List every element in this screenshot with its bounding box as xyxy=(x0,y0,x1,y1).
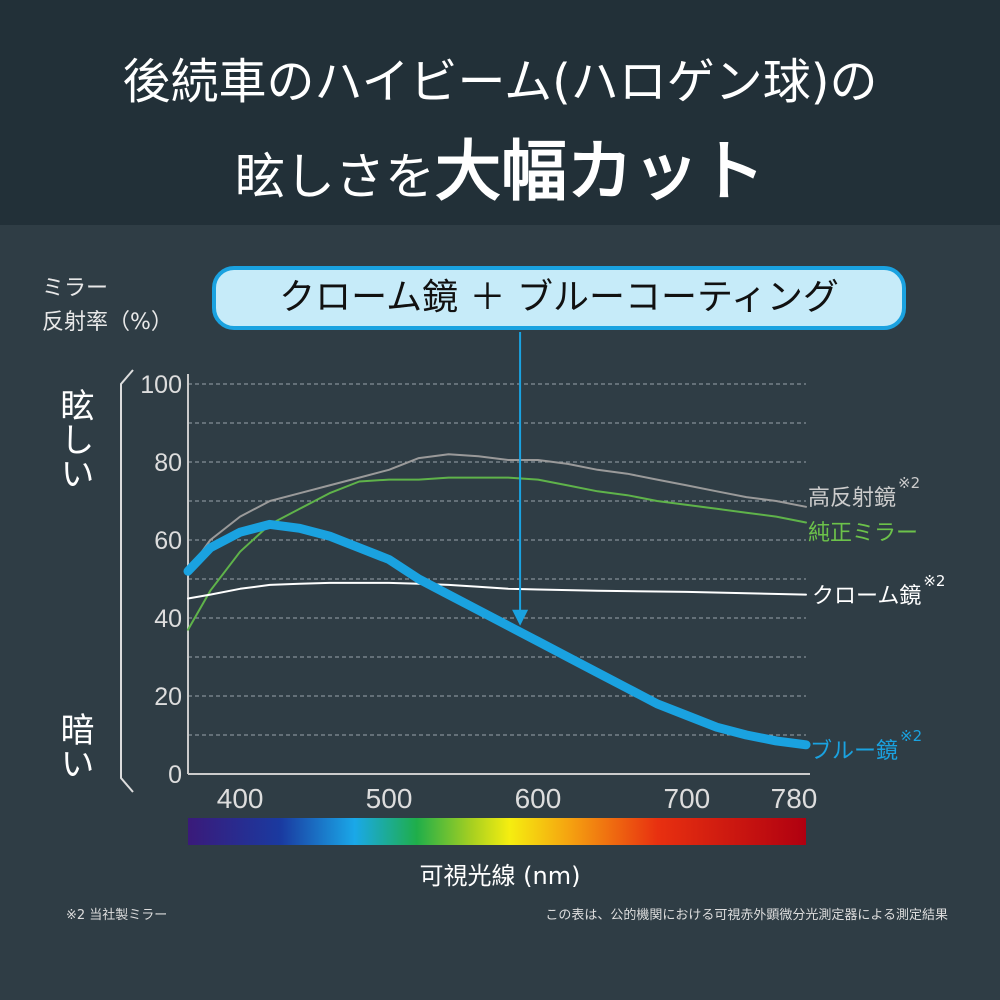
headline-emphasis: 大幅カット xyxy=(435,133,765,210)
headline-line1: 後続車のハイビーム(ハロゲン球)の xyxy=(122,54,878,110)
series-line-blue xyxy=(183,519,811,750)
y-axis-title-line2: 反射率（%） xyxy=(42,310,173,335)
label-blue: ブルー鏡※2 xyxy=(810,727,923,764)
footnote-left: ※2 当社製ミラー xyxy=(66,908,168,923)
y-axis-title-line1: ミラー xyxy=(42,276,109,301)
bright-label: 眩しい xyxy=(54,388,94,490)
label-genuine-mirror: 純正ミラー xyxy=(808,521,919,546)
dark-label: 暗い xyxy=(54,712,94,780)
series-line-genuine xyxy=(187,476,807,631)
series-line-high-reflect xyxy=(187,453,807,573)
x-tick-label: 400 xyxy=(217,783,264,814)
y-axis-title: ミラー 反射率（%） xyxy=(42,272,173,340)
headline-line2: 眩しさを大幅カット xyxy=(0,118,1000,214)
x-axis-title: 可視光線 (nm) xyxy=(419,862,581,890)
y-tick-label: 40 xyxy=(154,605,182,633)
x-tick-label: 600 xyxy=(515,783,562,814)
label-chrome: クローム鏡※2 xyxy=(812,572,946,609)
bright-arrow-icon xyxy=(120,369,134,770)
dark-arrow-icon xyxy=(120,384,134,793)
headline-pre: 眩しさを xyxy=(235,148,435,206)
series-line-chrome xyxy=(187,581,807,600)
visible-spectrum-bar xyxy=(188,818,806,845)
annotation-arrowhead-icon xyxy=(512,609,529,626)
y-tick-label: 20 xyxy=(154,683,182,711)
y-tick-label: 60 xyxy=(154,527,182,555)
y-tick-label: 0 xyxy=(168,761,182,789)
x-tick-label: 780 xyxy=(771,783,818,814)
footnote-right: この表は、公的機関における可視赤外顕微分光測定器による測定結果 xyxy=(545,908,948,923)
x-tick-label: 700 xyxy=(664,783,711,814)
y-tick-label: 80 xyxy=(154,449,182,477)
label-high-reflect: 高反射鏡※2 xyxy=(808,474,921,511)
callout-box: クローム鏡 ＋ ブルーコーティング xyxy=(212,266,906,330)
y-tick-label: 100 xyxy=(140,371,182,399)
header-banner: 後続車のハイビーム(ハロゲン球)の 眩しさを大幅カット xyxy=(0,0,1000,225)
x-tick-label: 500 xyxy=(366,783,413,814)
